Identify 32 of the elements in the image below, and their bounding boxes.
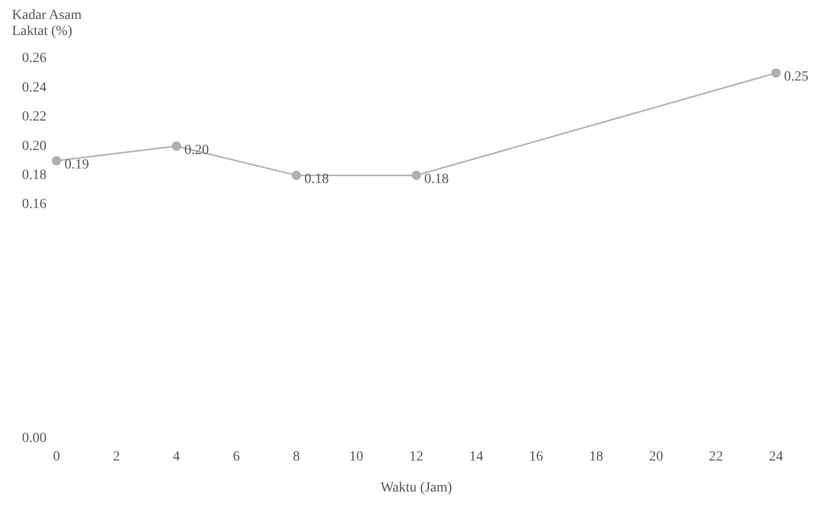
x-tick-label: 18 [589, 449, 604, 464]
x-tick-label: 10 [349, 449, 364, 464]
data-label: 0.25 [784, 70, 808, 85]
x-tick-label: 14 [469, 449, 484, 464]
data-label: 0.20 [184, 142, 209, 158]
point [412, 170, 421, 180]
y-tick-label: 0.26 [22, 51, 46, 66]
y-axis-title: Kadar Asam Laktat (%) [12, 8, 83, 40]
y-tick-label: 0.22 [22, 110, 46, 125]
x-tick-label: 6 [232, 449, 240, 464]
point [52, 156, 62, 166]
y-tick-label: 0.20 [22, 138, 46, 154]
point [292, 170, 302, 180]
data-label: 0.19 [64, 157, 89, 172]
x-tick-label: 20 [649, 449, 664, 464]
y-tick-label: 0.16 [22, 197, 46, 212]
x-tick-label: 12 [409, 449, 424, 464]
y-tick-label: 0.18 [22, 168, 46, 183]
x-tick-label: 22 [709, 449, 724, 464]
point [172, 141, 182, 151]
x-tick-label: 8 [292, 449, 300, 464]
x-tick-label: 24 [769, 449, 783, 464]
x-tick-label: 4 [172, 449, 180, 464]
y-tick-label: 0.00 [22, 431, 46, 446]
x-axis-title: Waktu (Jam) [380, 480, 452, 496]
x-tick-label: 0 [53, 449, 60, 464]
y-tick-label: 0.24 [22, 80, 46, 96]
x-tick-label: 16 [529, 449, 544, 464]
data-label: 0.18 [424, 172, 449, 187]
data-label: 0.18 [304, 172, 329, 187]
x-tick-label: 2 [112, 449, 120, 464]
point [771, 68, 781, 78]
